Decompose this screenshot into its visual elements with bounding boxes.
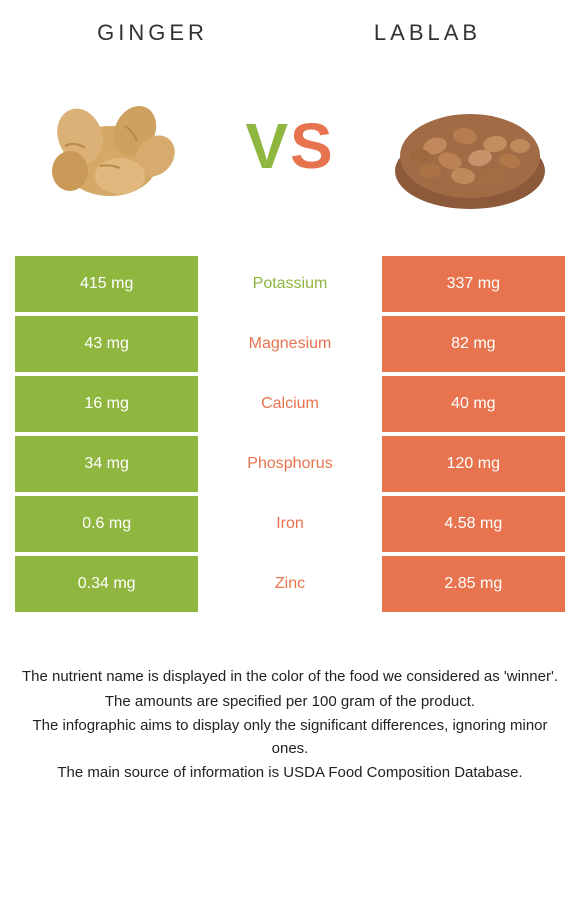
cell-right-value: 2.85 mg (382, 556, 565, 612)
cell-right-value: 120 mg (382, 436, 565, 492)
food-right-title: LABLAB (290, 20, 565, 46)
cell-left-value: 415 mg (15, 256, 198, 312)
header-row: GINGER LABLAB (15, 20, 565, 46)
cell-nutrient-name: Phosphorus (198, 436, 381, 492)
cell-left-value: 0.6 mg (15, 496, 198, 552)
cell-nutrient-name: Magnesium (198, 316, 381, 372)
ginger-image (25, 76, 195, 216)
vs-s-letter: S (290, 110, 335, 182)
footer-text: The nutrient name is displayed in the co… (15, 666, 565, 787)
table-row: 34 mgPhosphorus120 mg (15, 436, 565, 492)
cell-left-value: 43 mg (15, 316, 198, 372)
infographic-container: GINGER LABLAB VS (0, 0, 580, 904)
vs-label: VS (245, 109, 334, 183)
vs-v-letter: V (245, 110, 290, 182)
table-row: 16 mgCalcium40 mg (15, 376, 565, 432)
cell-left-value: 0.34 mg (15, 556, 198, 612)
footer-line-4: The main source of information is USDA F… (20, 762, 560, 785)
cell-nutrient-name: Potassium (198, 256, 381, 312)
footer-line-2: The amounts are specified per 100 gram o… (20, 691, 560, 714)
images-row: VS (15, 76, 565, 216)
table-row: 0.6 mgIron4.58 mg (15, 496, 565, 552)
footer-line-3: The infographic aims to display only the… (20, 715, 560, 760)
table-row: 43 mgMagnesium82 mg (15, 316, 565, 372)
footer-line-1: The nutrient name is displayed in the co… (20, 666, 560, 689)
cell-right-value: 4.58 mg (382, 496, 565, 552)
table-row: 415 mgPotassium337 mg (15, 256, 565, 312)
nutrient-table: 415 mgPotassium337 mg43 mgMagnesium82 mg… (15, 256, 565, 616)
cell-nutrient-name: Zinc (198, 556, 381, 612)
lablab-image (385, 76, 555, 216)
food-left-title: GINGER (15, 20, 290, 46)
cell-left-value: 16 mg (15, 376, 198, 432)
cell-nutrient-name: Calcium (198, 376, 381, 432)
cell-right-value: 337 mg (382, 256, 565, 312)
cell-right-value: 82 mg (382, 316, 565, 372)
cell-nutrient-name: Iron (198, 496, 381, 552)
table-row: 0.34 mgZinc2.85 mg (15, 556, 565, 612)
cell-right-value: 40 mg (382, 376, 565, 432)
cell-left-value: 34 mg (15, 436, 198, 492)
